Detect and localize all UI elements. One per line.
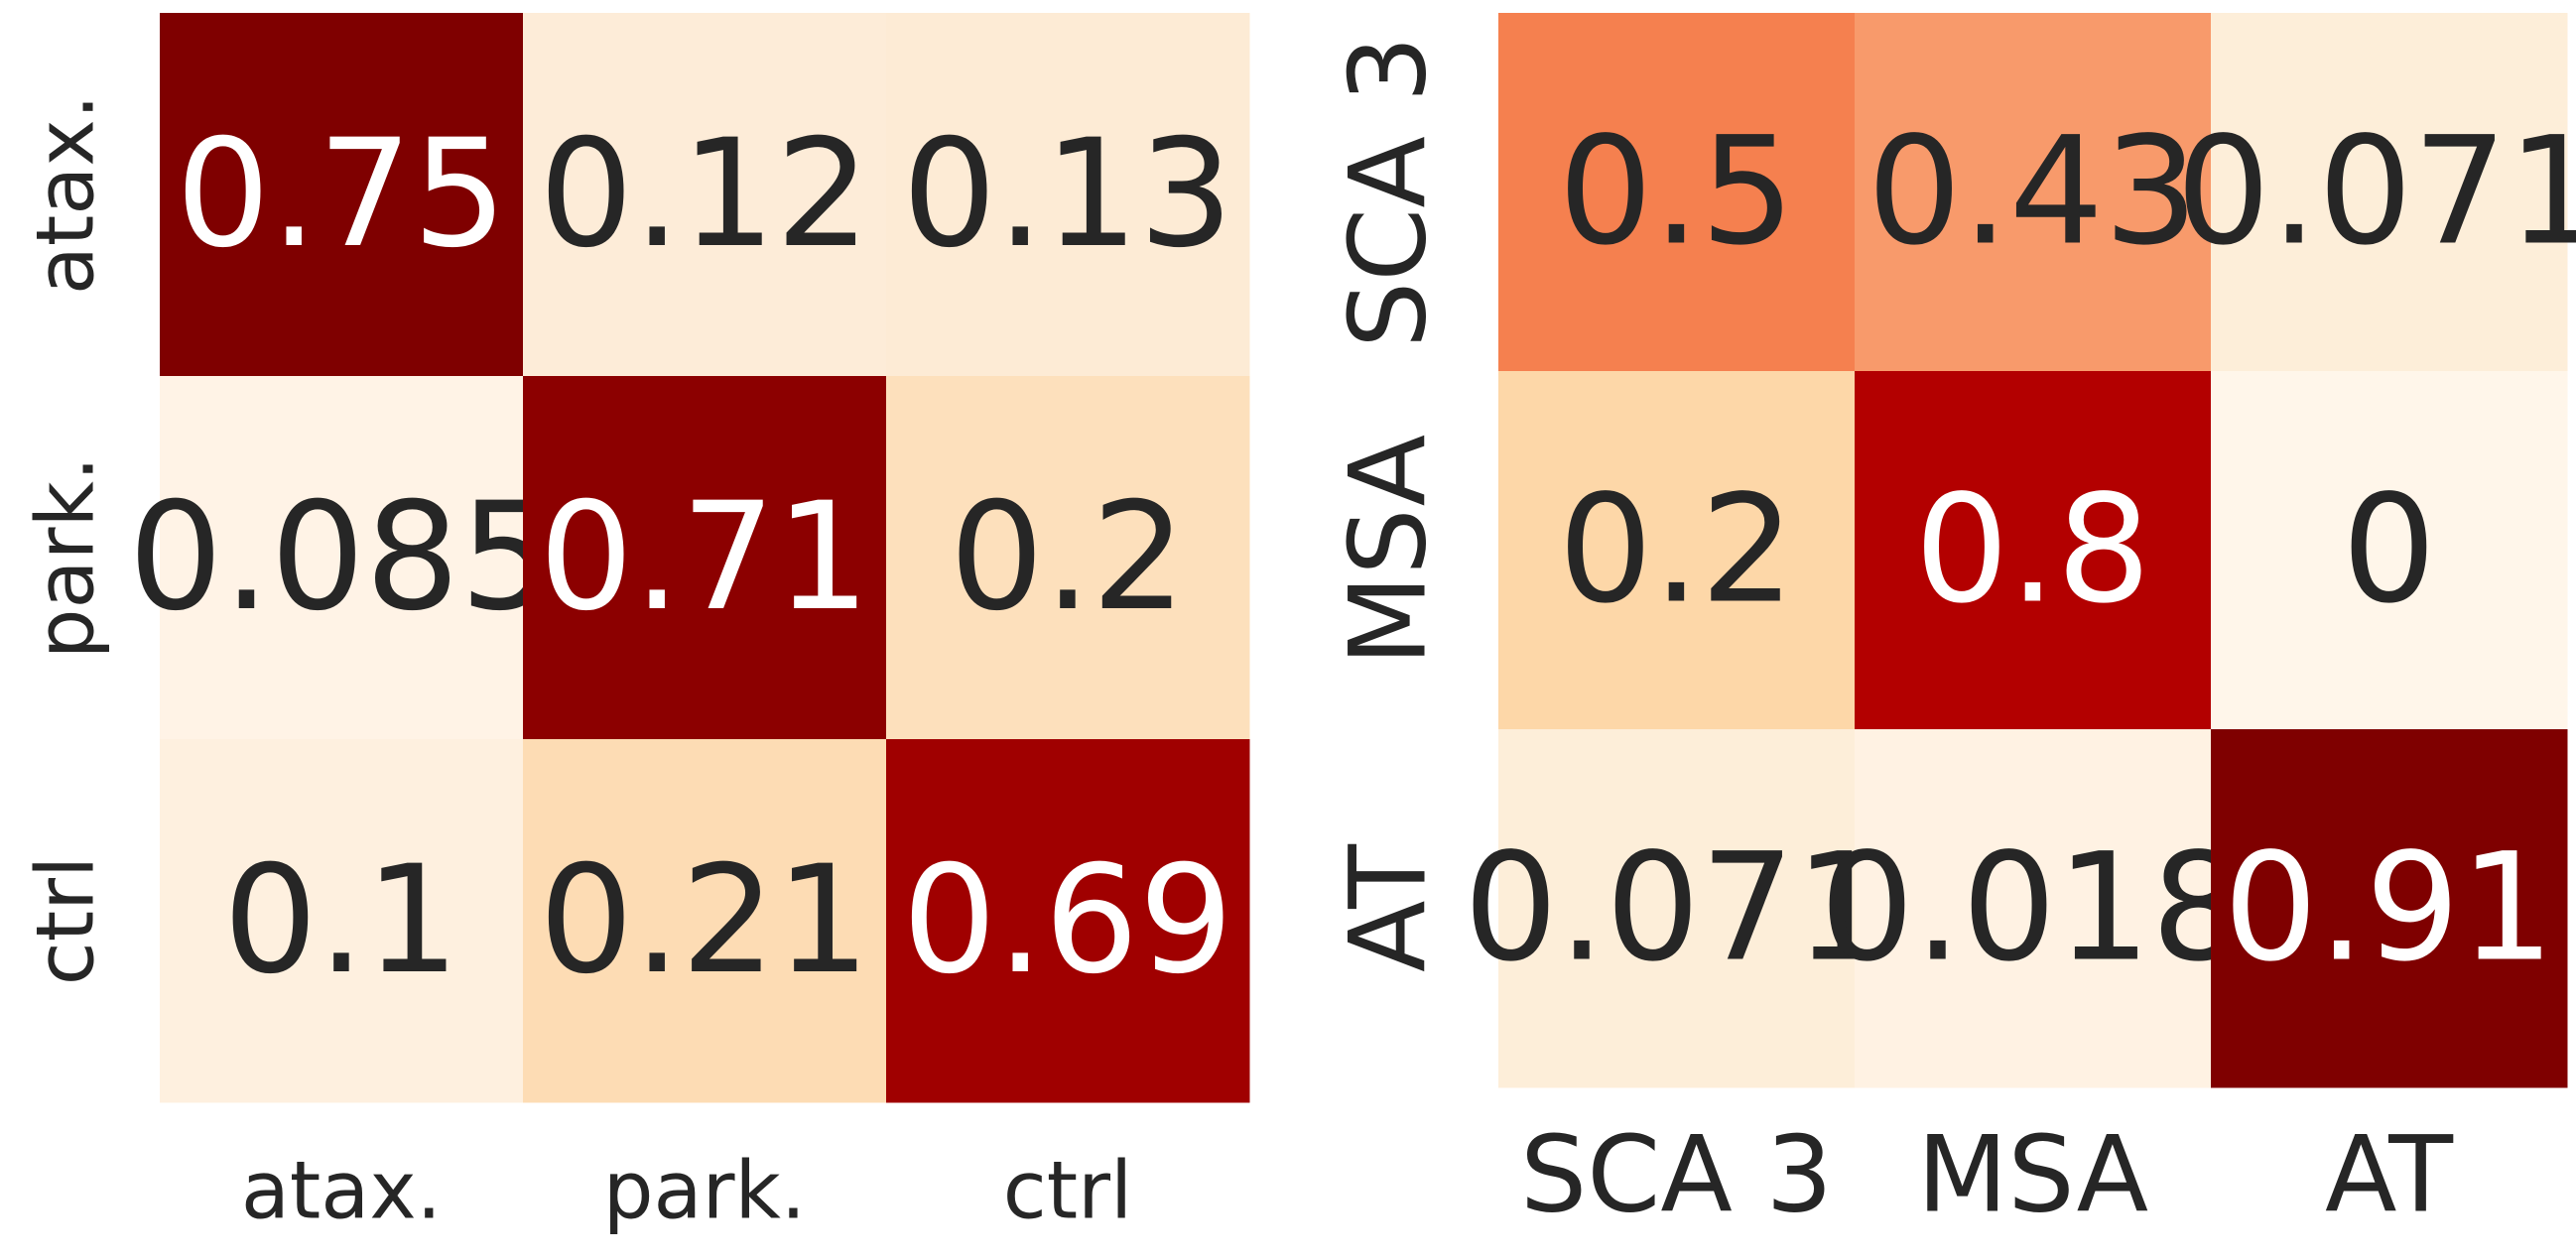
- x-tick-label: MSA: [1917, 1114, 2148, 1236]
- heatmap-cell: [886, 739, 1250, 1103]
- x-tick-label: ctrl: [1003, 1145, 1132, 1237]
- heatmap-cell: [1498, 371, 1856, 730]
- heatmap-cell: [2211, 13, 2568, 372]
- x-tick-label: SCA 3: [1520, 1114, 1833, 1236]
- heatmap-cell: [1855, 13, 2212, 372]
- heatmap-cell: [523, 13, 887, 377]
- y-tick-label: atax.: [20, 94, 112, 295]
- y-tick-label: ctrl: [20, 856, 112, 985]
- cell-value-label: 0: [2342, 464, 2436, 637]
- cell-value-label: 0.018: [1820, 822, 2246, 995]
- heatmap-cell: [2211, 729, 2568, 1088]
- heatmap-cell: [886, 13, 1250, 377]
- cell-value-label: 0.2: [1558, 464, 1795, 637]
- heatmap-cell: [160, 739, 524, 1103]
- heatmap-cell: [523, 739, 887, 1103]
- cell-value-label: 0.5: [1558, 106, 1795, 279]
- heatmap-cell: [160, 13, 524, 377]
- cell-value-label: 0.71: [539, 471, 870, 644]
- cell-value-label: 0.071: [2176, 106, 2576, 279]
- heatmap-cell: [1855, 729, 2212, 1088]
- y-tick-label: SCA 3: [1328, 36, 1450, 348]
- cell-value-label: 0.75: [176, 108, 507, 281]
- cell-value-label: 0.43: [1868, 106, 2199, 279]
- cell-value-label: 0.13: [902, 108, 1233, 281]
- heatmap-cell: [160, 376, 524, 740]
- cell-value-label: 0.69: [902, 834, 1233, 1007]
- heatmap-cell: [2211, 371, 2568, 730]
- cell-value-label: 0.91: [2224, 822, 2555, 995]
- cell-value-label: 0.085: [128, 471, 554, 644]
- x-tick-label: AT: [2325, 1114, 2454, 1236]
- y-tick-label: AT: [1328, 843, 1450, 972]
- cell-value-label: 0.21: [539, 834, 870, 1007]
- cell-value-label: 0.1: [223, 834, 460, 1007]
- y-tick-label: park.: [20, 456, 112, 659]
- heatmap-cell: [1498, 729, 1856, 1088]
- heatmap-cell: [886, 376, 1250, 740]
- cell-value-label: 0.12: [539, 108, 870, 281]
- heatmap-cell: [1855, 371, 2212, 730]
- cell-value-label: 0.8: [1914, 464, 2151, 637]
- cell-value-label: 0.2: [950, 471, 1187, 644]
- cell-value-label: 0.071: [1464, 822, 1889, 995]
- heatmap-cell: [523, 376, 887, 740]
- heatmap-cell: [1498, 13, 1856, 372]
- y-tick-label: MSA: [1328, 435, 1450, 666]
- x-tick-label: atax.: [241, 1145, 442, 1237]
- x-tick-label: park.: [603, 1145, 806, 1237]
